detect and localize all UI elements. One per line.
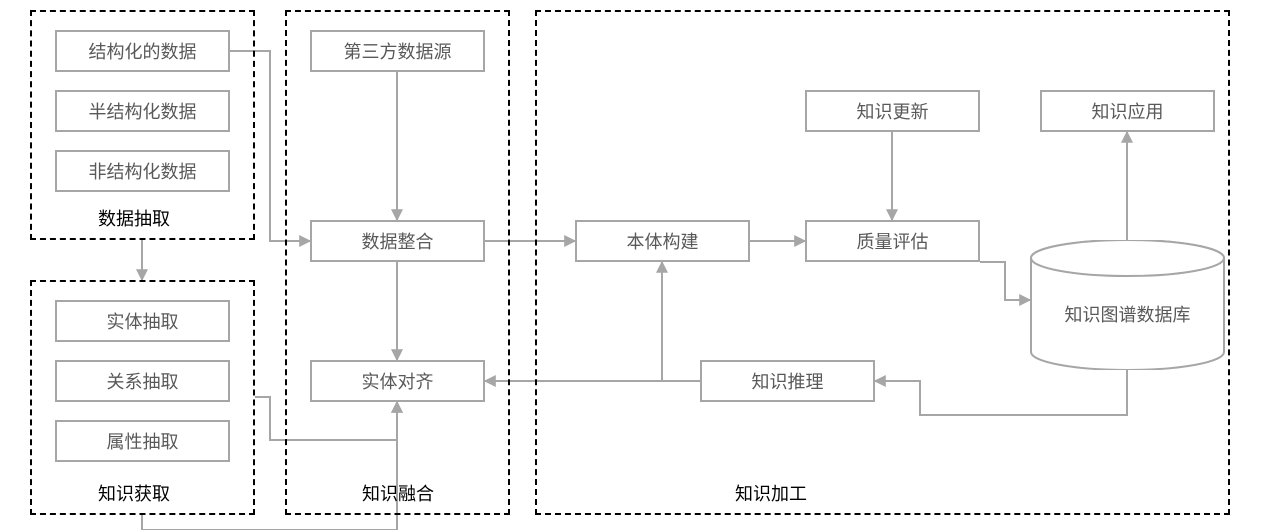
n-integration: 数据整合 xyxy=(310,220,485,262)
n-thirdparty: 第三方数据源 xyxy=(310,30,485,72)
g-knowledge-fusion xyxy=(285,10,510,515)
n-application: 知识应用 xyxy=(1040,90,1215,132)
cyl-kgdb-label: 知识图谱数据库 xyxy=(1030,301,1225,327)
n-ontology: 本体构建 xyxy=(575,220,750,262)
n-relation-extract: 关系抽取 xyxy=(55,360,230,402)
g-knowledge-processing-label: 知识加工 xyxy=(735,480,807,506)
n-alignment: 实体对齐 xyxy=(310,360,485,402)
n-attr-extract: 属性抽取 xyxy=(55,420,230,462)
n-quality: 质量评估 xyxy=(805,220,980,262)
n-unstructured: 非结构化数据 xyxy=(55,150,230,192)
g-knowledge-acquire-label: 知识获取 xyxy=(98,480,170,506)
cyl-kgdb: 知识图谱数据库 xyxy=(1030,240,1225,370)
n-update: 知识更新 xyxy=(805,90,980,132)
g-data-extract-label: 数据抽取 xyxy=(98,205,170,231)
n-structured: 结构化的数据 xyxy=(55,30,230,72)
n-entity-extract: 实体抽取 xyxy=(55,300,230,342)
n-reasoning: 知识推理 xyxy=(700,360,875,402)
diagram-canvas: 数据抽取知识获取 知识融合 知识加工 结构化的数据半结构化数据非结构化数据 第三方数据源… xyxy=(0,0,1269,530)
g-knowledge-fusion-label: 知识融合 xyxy=(362,480,434,506)
n-semistructured: 半结构化数据 xyxy=(55,90,230,132)
